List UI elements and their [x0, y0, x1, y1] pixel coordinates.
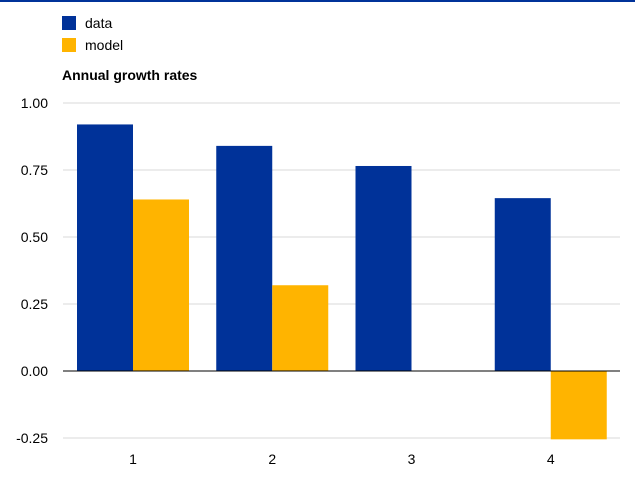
bar-model-4 [550, 371, 607, 440]
x-tick-label: 3 [408, 451, 416, 467]
bar-data-3 [355, 165, 412, 371]
y-tick-label: 0.75 [21, 162, 48, 178]
chart-title: Annual growth rates [62, 67, 198, 83]
legend-label-model: model [85, 37, 124, 53]
legend-item-data: data [62, 12, 123, 34]
x-tick-label: 1 [129, 451, 137, 467]
bar-model-2 [272, 285, 329, 371]
legend-item-model: model [62, 34, 123, 56]
bar-data-4 [494, 198, 551, 371]
legend-swatch-data [62, 16, 76, 30]
y-tick-label: -0.25 [16, 430, 48, 446]
y-tick-label: 0.00 [21, 363, 48, 379]
y-tick-label: 0.25 [21, 296, 48, 312]
bar-model-1 [133, 199, 189, 371]
top-rule [0, 0, 635, 2]
x-tick-label: 4 [547, 451, 555, 467]
y-tick-label: 1.00 [21, 95, 48, 111]
legend-swatch-model [62, 38, 76, 52]
legend-label-data: data [85, 15, 113, 31]
legend: data model [62, 12, 123, 56]
bar-data-1 [77, 124, 133, 371]
y-tick-label: 0.50 [21, 229, 48, 245]
x-tick-label: 2 [268, 451, 276, 467]
bar-data-2 [216, 145, 273, 371]
